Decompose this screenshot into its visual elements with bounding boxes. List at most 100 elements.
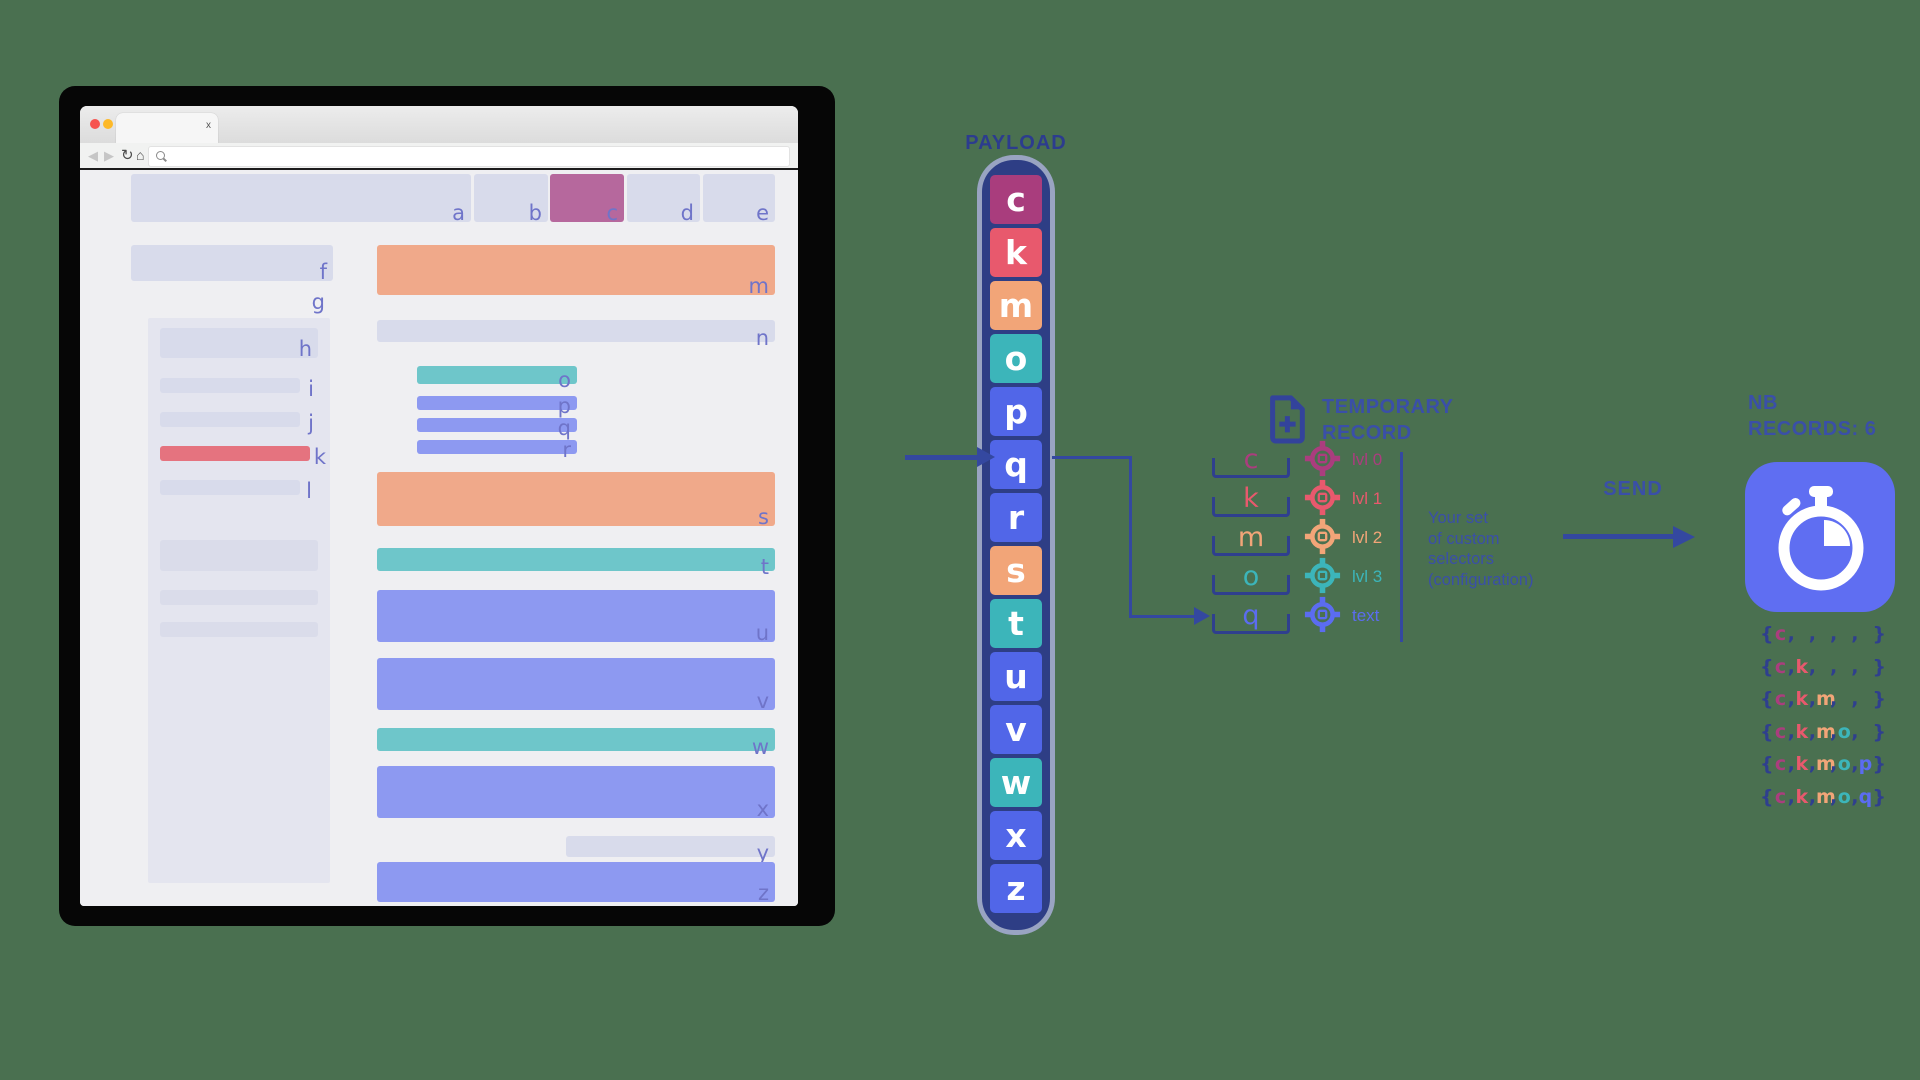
payload-tile-u: u — [990, 652, 1042, 701]
record-tuple: {c,k,m,o,q} — [1760, 785, 1886, 808]
browser-tab[interactable]: x — [116, 113, 218, 143]
minimize-window-icon[interactable] — [103, 119, 113, 129]
wireframe-label: x — [756, 797, 769, 821]
wireframe-bar-v: v — [377, 658, 775, 713]
wireframe-bar-n: n — [377, 320, 775, 349]
wireframe-bar-d: d — [627, 174, 700, 225]
wireframe-bar-j: j — [160, 412, 314, 434]
selector-target-icon — [1304, 440, 1341, 477]
record-tuple: {c,k,m,o, } — [1760, 720, 1886, 743]
record-tuple: {c, , , , } — [1760, 623, 1886, 645]
record-slot-row-m: m lvl 2 — [1212, 516, 1472, 556]
wireframe-bar-k: k — [160, 446, 326, 468]
temporary-record-rows: c lvl 0 k lvl 1 m lvl 2 o lvl 3 q text — [1212, 438, 1472, 638]
reload-icon[interactable]: ↻ — [121, 147, 134, 164]
payload-tile-v: v — [990, 705, 1042, 754]
payload-tile-s: s — [990, 546, 1042, 595]
slot-letter: q — [1242, 600, 1260, 631]
wireframe-bar-o: o — [417, 366, 577, 391]
payload-title: PAYLOAD — [965, 132, 1067, 154]
wireframe-bar-l: l — [160, 480, 312, 502]
wireframe-label: e — [756, 201, 769, 225]
payload-tile-c: c — [990, 175, 1042, 224]
send-arrow-line — [1563, 534, 1675, 539]
wireframe-bar-q: q — [417, 418, 577, 439]
selector-level-label: lvl 3 — [1352, 567, 1383, 586]
wireframe-label: v — [756, 689, 769, 713]
browser-titlebar: x — [80, 106, 798, 143]
forward-icon[interactable]: ▶ — [104, 148, 114, 163]
payload-tile-m: m — [990, 281, 1042, 330]
connector-line — [1052, 456, 1132, 459]
wireframe-label: b — [528, 201, 542, 225]
wireframe-label: c — [606, 201, 618, 225]
payload-tile-p: p — [990, 387, 1042, 436]
wireframe-bar-x: x — [377, 766, 775, 821]
wireframe-label: f — [319, 260, 327, 284]
slot-bracket — [1212, 614, 1290, 634]
wireframe-bar-blank — [160, 622, 318, 637]
wireframe-bar-m: m — [377, 245, 775, 298]
wireframe-bar-i: i — [160, 378, 314, 400]
selector-target-icon — [1304, 596, 1341, 633]
selector-target-icon — [1304, 518, 1341, 555]
wireframe-label: s — [758, 505, 769, 529]
wireframe-label: n — [755, 326, 769, 350]
selector-target-icon — [1304, 479, 1341, 516]
close-window-icon[interactable] — [90, 119, 100, 129]
record-tuple: {c,k,m,o,p} — [1760, 753, 1886, 775]
input-arrow-line — [905, 455, 977, 460]
wireframe-bar-u: u — [377, 590, 775, 644]
wireframe-label: d — [680, 201, 694, 225]
slot-letter: c — [1243, 444, 1259, 475]
note-line: Your set — [1428, 509, 1488, 527]
slot-bracket — [1212, 497, 1290, 517]
connector-arrow-head-icon — [1194, 607, 1210, 625]
wireframe-bar-blank — [160, 590, 318, 605]
wireframe-bar-c: c — [550, 174, 624, 225]
wireframe-bar-r: r — [417, 440, 577, 461]
home-icon[interactable]: ⌂ — [136, 147, 145, 163]
records-list: {c, , , , } {c,k, , , } {c,k,m, , } {c,k,m,… — [1738, 618, 1908, 813]
record-tuple: {c,k,m, , } — [1760, 688, 1886, 710]
wireframe-bar-w: w — [377, 728, 775, 758]
record-slot-row-k: k lvl 1 — [1212, 477, 1472, 517]
tab-close-icon[interactable]: x — [206, 120, 211, 131]
payload-tile-o: o — [990, 334, 1042, 383]
record-slot-row-q: q text — [1212, 594, 1472, 634]
wireframe-label: h — [298, 337, 312, 361]
note-line: (configuration) — [1428, 570, 1534, 589]
wireframe-bar-t: t — [377, 548, 775, 578]
slot-bracket — [1212, 575, 1290, 595]
browser-toolbar: ◀ ▶ ↻ ⌂ — [80, 143, 798, 170]
record-slot-row-o: o lvl 3 — [1212, 555, 1472, 595]
record-slot-row-c: c lvl 0 — [1212, 438, 1472, 478]
wireframe-label: z — [757, 881, 769, 905]
add-document-icon — [1270, 395, 1305, 444]
wireframe-bar-blank — [160, 540, 318, 571]
nb-records-title: NB RECORDS: 6 — [1748, 392, 1877, 440]
slot-letter: o — [1242, 561, 1260, 592]
url-field[interactable] — [148, 146, 790, 167]
payload-tile-t: t — [990, 599, 1042, 648]
payload-tile-q: q — [990, 440, 1042, 489]
search-icon — [156, 151, 165, 160]
selectors-note: Your set of custom selectors (configuration… — [1428, 508, 1533, 590]
wireframe-bar-p: p — [417, 396, 577, 417]
selector-level-label: text — [1352, 606, 1380, 625]
wireframe-label: p — [557, 394, 571, 418]
slot-bracket — [1212, 458, 1290, 478]
divider-line — [1400, 452, 1403, 642]
back-icon[interactable]: ◀ — [88, 148, 98, 163]
stopwatch-icon — [1778, 486, 1864, 591]
wireframe-bar-z: z — [377, 862, 775, 905]
connector-line — [1129, 456, 1132, 618]
selector-level-label: lvl 2 — [1352, 528, 1383, 547]
selector-level-label: lvl 0 — [1352, 450, 1383, 469]
wireframe-label: m — [748, 274, 769, 298]
wireframe-bar-s: s — [377, 472, 775, 529]
wireframe-label: k — [313, 445, 326, 469]
wireframe-label: l — [306, 479, 312, 503]
